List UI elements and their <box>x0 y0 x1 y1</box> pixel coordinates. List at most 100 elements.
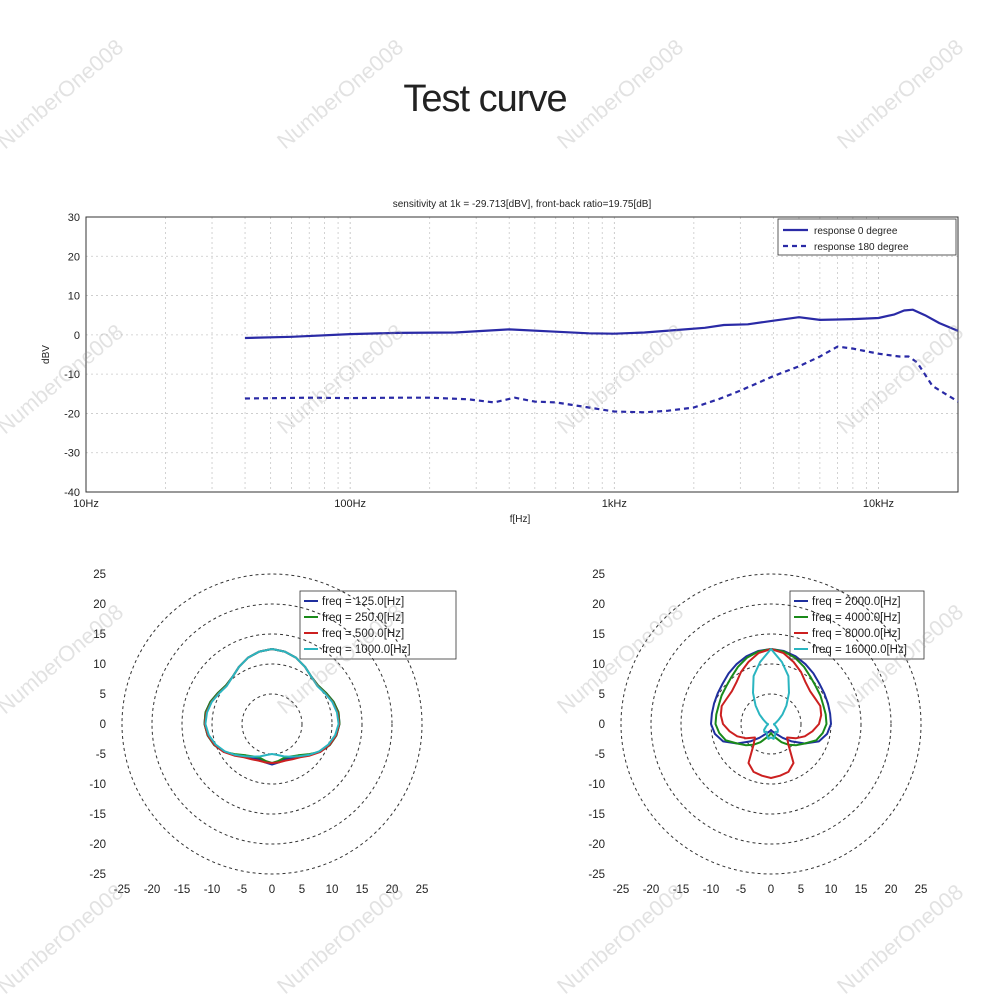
chart-title: sensitivity at 1k = -29.713[dBV], front-… <box>393 199 652 210</box>
watermark-text: NumberOne008 <box>272 879 408 999</box>
watermark-text: NumberOne008 <box>832 879 968 999</box>
polar-series-4 <box>204 648 340 758</box>
legend-label: freq = 2000.0[Hz] <box>812 596 901 608</box>
y-tick-label: 5 <box>100 689 106 701</box>
legend-box <box>789 590 925 660</box>
legend-label: freq = 125.0[Hz] <box>322 596 404 608</box>
x-tick-label: 1kHz <box>602 498 627 510</box>
polar-grid-circle <box>211 663 333 785</box>
polar-chart-high-frequencies: 25 20 15 10 5 0 -5 -10 -15 -20 -25 -25 -20 -15 -10 -5 0 5… <box>588 569 927 896</box>
y-tick-label: -20 <box>64 408 80 420</box>
x-tick-label: 15 <box>855 884 868 896</box>
y-tick-label: -5 <box>96 749 106 761</box>
y-tick-label: 20 <box>68 251 80 263</box>
x-tick-label: -15 <box>673 884 690 896</box>
watermark-layer: NumberOne008 NumberOne008 NumberOne008 Numb… <box>0 34 968 999</box>
y-tick-label: 25 <box>592 569 605 581</box>
x-tick-label: 5 <box>299 884 305 896</box>
x-tick-label: -20 <box>144 884 161 896</box>
x-tick-label: -5 <box>237 884 247 896</box>
x-tick-label: 0 <box>269 884 275 896</box>
x-tick-label: -10 <box>703 884 720 896</box>
polar-grid-circle <box>241 693 303 755</box>
x-tick-label: 10 <box>326 884 339 896</box>
x-tick-label: -15 <box>174 884 191 896</box>
x-axis-label: f[Hz] <box>510 514 531 525</box>
y-tick-label: -25 <box>588 869 605 881</box>
polar-legend: freq = 2000.0[Hz] freq = 4000.0[Hz] freq =… <box>789 590 925 660</box>
polar-grid-circle <box>151 603 393 845</box>
y-tick-label: 10 <box>68 291 80 303</box>
y-tick-label: -10 <box>89 779 106 791</box>
watermark-text: NumberOne008 <box>0 319 128 439</box>
polar-grid-circle <box>620 573 922 875</box>
y-tick-label: 20 <box>592 599 605 611</box>
y-tick-label: 20 <box>93 599 106 611</box>
y-tick-label: -25 <box>89 869 106 881</box>
polar-series-4 <box>752 648 790 740</box>
y-tick-label: 25 <box>93 569 106 581</box>
x-tick-label: 10kHz <box>863 498 894 510</box>
x-tick-label: 5 <box>798 884 804 896</box>
y-tick-label: -5 <box>595 749 605 761</box>
y-tick-label: -10 <box>588 779 605 791</box>
polar-legend: freq = 125.0[Hz] freq = 250.0[Hz] freq = 5… <box>299 590 457 660</box>
legend-label: response 0 degree <box>814 226 898 237</box>
y-tick-label: 5 <box>599 689 605 701</box>
y-tick-label: 10 <box>592 659 605 671</box>
polar-series-3 <box>719 648 823 779</box>
y-tick-label: 0 <box>599 719 605 731</box>
polar-series-2 <box>714 648 828 747</box>
x-tick-label: 25 <box>915 884 928 896</box>
y-tick-label: -30 <box>64 448 80 460</box>
x-tick-label: -25 <box>613 884 630 896</box>
y-tick-label: 10 <box>93 659 106 671</box>
watermark-text: NumberOne008 <box>552 599 688 719</box>
x-tick-label: 15 <box>356 884 369 896</box>
y-tick-label: -10 <box>64 369 80 381</box>
x-tick-label: -25 <box>114 884 131 896</box>
x-tick-label: 20 <box>386 884 399 896</box>
page-title: Test curve <box>403 78 567 120</box>
legend-box <box>299 590 457 660</box>
polar-grid-circle <box>181 633 363 815</box>
watermark-text: NumberOne008 <box>552 319 688 439</box>
polar-chart-low-frequencies: 25 20 15 10 5 0 -5 -10 -15 -20 -25 -25 -20 -15 -10 -5 0 5… <box>89 569 457 896</box>
watermark-text: NumberOne008 <box>552 879 688 999</box>
legend-label: freq = 8000.0[Hz] <box>812 628 901 640</box>
legend-box <box>777 218 957 256</box>
y-tick-label: 15 <box>93 629 106 641</box>
x-tick-label: 20 <box>885 884 898 896</box>
y-tick-label: -15 <box>588 809 605 821</box>
chart-legend: response 0 degree response 180 degree <box>777 218 957 256</box>
polar-grid-circle <box>121 573 423 875</box>
x-tick-label: 10 <box>825 884 838 896</box>
series-response-180-degree <box>244 345 959 414</box>
y-tick-label: -15 <box>89 809 106 821</box>
x-tick-label: 100Hz <box>334 498 366 510</box>
watermark-text: NumberOne008 <box>832 34 968 154</box>
series-response-0-degree <box>244 308 959 340</box>
x-tick-label: 25 <box>416 884 429 896</box>
y-tick-label: -20 <box>89 839 106 851</box>
y-tick-label: 0 <box>100 719 106 731</box>
x-tick-label: -10 <box>204 884 221 896</box>
watermark-text: NumberOne008 <box>552 34 688 154</box>
y-tick-label: 15 <box>592 629 605 641</box>
x-tick-label: -5 <box>736 884 746 896</box>
legend-label: freq = 1000.0[Hz] <box>322 644 411 656</box>
y-tick-label: 0 <box>74 330 80 342</box>
legend-label: response 180 degree <box>814 242 909 253</box>
legend-label: freq = 16000.0[Hz] <box>812 644 907 656</box>
polar-grid-circle <box>680 633 862 815</box>
x-tick-label: 0 <box>768 884 774 896</box>
watermark-text: NumberOne008 <box>0 879 128 999</box>
y-tick-label: 30 <box>68 212 80 224</box>
polar-series-1 <box>710 648 832 745</box>
legend-label: freq = 4000.0[Hz] <box>812 612 901 624</box>
polar-grid-circle <box>740 693 802 755</box>
watermark-text: NumberOne008 <box>0 34 128 154</box>
watermark-text: NumberOne008 <box>0 599 128 719</box>
x-tick-label: -20 <box>643 884 660 896</box>
